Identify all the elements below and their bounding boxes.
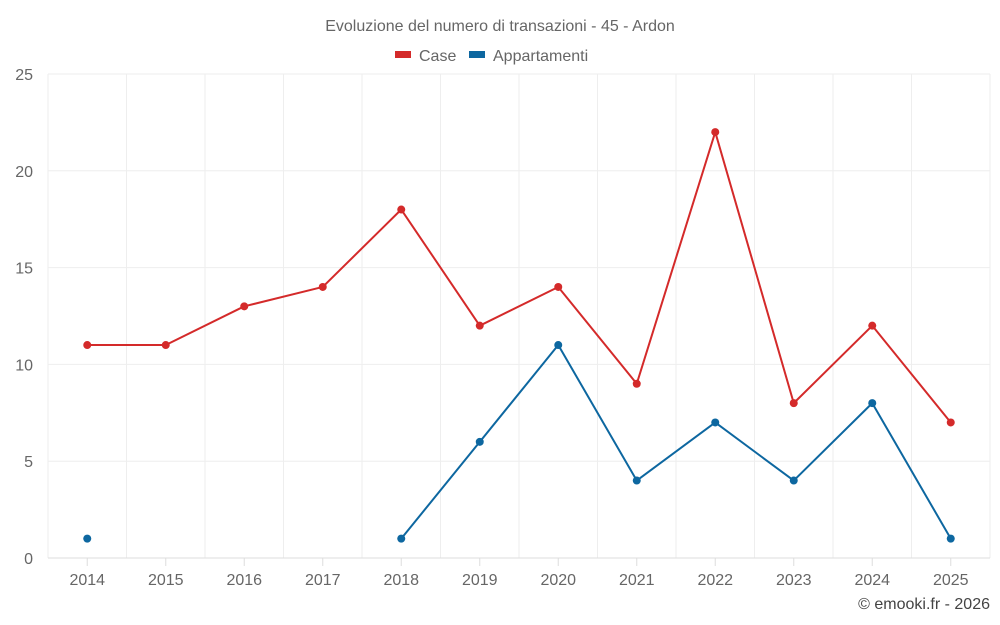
x-tick-label: 2014 <box>69 572 105 589</box>
data-point-appartamenti[interactable] <box>789 476 798 485</box>
y-tick-label: 5 <box>24 454 33 471</box>
data-point-appartamenti[interactable] <box>475 437 484 446</box>
data-point-case[interactable] <box>711 128 720 137</box>
y-tick-label: 15 <box>15 261 33 278</box>
credit-text: © emooki.fr - 2026 <box>858 596 990 613</box>
data-point-appartamenti[interactable] <box>397 534 406 543</box>
y-tick-label: 0 <box>24 551 33 568</box>
data-point-appartamenti[interactable] <box>946 534 955 543</box>
legend: Case Appartamenti <box>395 48 588 65</box>
series <box>83 128 955 543</box>
x-tick-label: 2018 <box>383 572 419 589</box>
x-tick-label: 2024 <box>854 572 890 589</box>
data-point-appartamenti[interactable] <box>711 418 720 427</box>
legend-label-appartamenti[interactable]: Appartamenti <box>493 48 588 65</box>
data-point-appartamenti[interactable] <box>868 399 877 408</box>
y-tick-label: 10 <box>15 357 33 374</box>
data-point-case[interactable] <box>475 321 484 330</box>
series-line-case <box>87 131 952 424</box>
series-line-appartamenti <box>400 344 952 540</box>
x-tick-label: 2015 <box>148 572 184 589</box>
y-tick-label: 20 <box>15 164 33 181</box>
legend-swatch-appartamenti <box>469 51 485 58</box>
grid <box>47 73 991 558</box>
x-tick-label: 2025 <box>933 572 969 589</box>
data-point-case[interactable] <box>240 302 249 311</box>
chart-title: Evoluzione del numero di transazioni - 4… <box>325 18 675 35</box>
data-point-appartamenti[interactable] <box>632 476 641 485</box>
x-tick-label: 2016 <box>226 572 262 589</box>
data-point-case[interactable] <box>161 341 170 350</box>
x-tick-label: 2023 <box>776 572 812 589</box>
data-point-appartamenti[interactable] <box>83 534 92 543</box>
data-point-case[interactable] <box>789 399 798 408</box>
data-point-case[interactable] <box>318 282 327 291</box>
x-tick-label: 2020 <box>540 572 576 589</box>
data-point-case[interactable] <box>632 379 641 388</box>
x-tick-label: 2019 <box>462 572 498 589</box>
data-point-case[interactable] <box>946 418 955 427</box>
data-point-appartamenti[interactable] <box>554 341 563 350</box>
x-tick-label: 2022 <box>697 572 733 589</box>
legend-label-case[interactable]: Case <box>419 48 456 65</box>
x-tick-label: 2021 <box>619 572 655 589</box>
x-tick-label: 2017 <box>305 572 341 589</box>
legend-swatch-case <box>395 51 411 58</box>
data-point-case[interactable] <box>554 282 563 291</box>
y-tick-label: 25 <box>15 67 33 84</box>
data-point-case[interactable] <box>397 205 406 214</box>
data-point-case[interactable] <box>868 321 877 330</box>
data-point-case[interactable] <box>83 341 92 350</box>
